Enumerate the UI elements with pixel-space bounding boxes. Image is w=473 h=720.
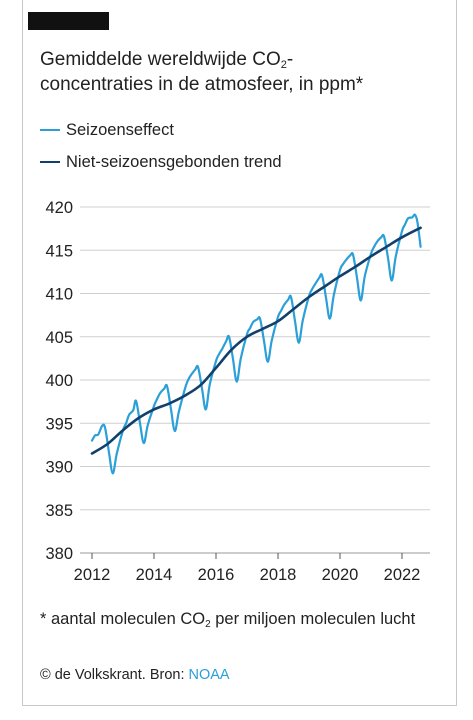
- footnote-part1: * aantal moleculen CO: [40, 610, 206, 628]
- x-tick-label-2012: 2012: [74, 566, 111, 584]
- chart-card: [22, 0, 457, 706]
- x-tick-label-2022: 2022: [384, 566, 421, 584]
- chart-title: Gemiddelde wereldwijde CO2- concentratie…: [40, 47, 450, 97]
- co2-line-chart: 380 385 390 395 400 405 410 415 420 2012 2014 2016 2…: [45, 199, 430, 584]
- title-part1: Gemiddelde wereldwijde CO: [40, 49, 281, 70]
- y-tick-label-395: 395: [45, 415, 73, 433]
- y-tick-label-405: 405: [45, 329, 73, 347]
- legend-swatch-seasonal: [40, 129, 60, 131]
- title-line2: concentraties in de atmosfeer, in ppm*: [40, 74, 364, 95]
- brand-accent-bar: [28, 12, 109, 30]
- footnote: * aantal moleculen CO2 per miljoen molec…: [40, 607, 440, 631]
- footnote-subscript: 2: [205, 619, 211, 630]
- source-credit: © de Volkskrant. Bron: NOAA: [40, 667, 230, 683]
- source-prefix: © de Volkskrant. Bron:: [40, 667, 189, 683]
- y-tick-label-380: 380: [45, 545, 73, 563]
- y-tick-label-410: 410: [45, 286, 73, 304]
- title-subscript: 2: [280, 59, 287, 71]
- seasonal-line: [90, 213, 422, 475]
- x-tick-label-2020: 2020: [322, 566, 359, 584]
- x-tick-label-2016: 2016: [198, 566, 235, 584]
- legend-item-trend: Niet-seizoensgebonden trend: [40, 151, 282, 173]
- y-tick-label-390: 390: [45, 459, 73, 477]
- legend-swatch-trend: [40, 161, 60, 163]
- y-tick-label-400: 400: [45, 372, 73, 390]
- legend-label-seasonal: Seizoenseffect: [66, 120, 174, 139]
- footnote-part2: per miljoen moleculen lucht: [210, 610, 416, 628]
- y-tick-label-385: 385: [45, 502, 73, 520]
- legend-item-seasonal: Seizoenseffect: [40, 119, 174, 141]
- title-part2: -: [286, 49, 294, 70]
- trend-line: [90, 226, 422, 455]
- source-link-noaa[interactable]: NOAA: [188, 667, 230, 683]
- x-tick-label-2014: 2014: [136, 566, 173, 584]
- legend-label-trend: Niet-seizoensgebonden trend: [66, 152, 282, 171]
- x-tick-label-2018: 2018: [260, 566, 297, 584]
- y-tick-label-415: 415: [45, 242, 73, 260]
- y-tick-label-420: 420: [45, 199, 73, 217]
